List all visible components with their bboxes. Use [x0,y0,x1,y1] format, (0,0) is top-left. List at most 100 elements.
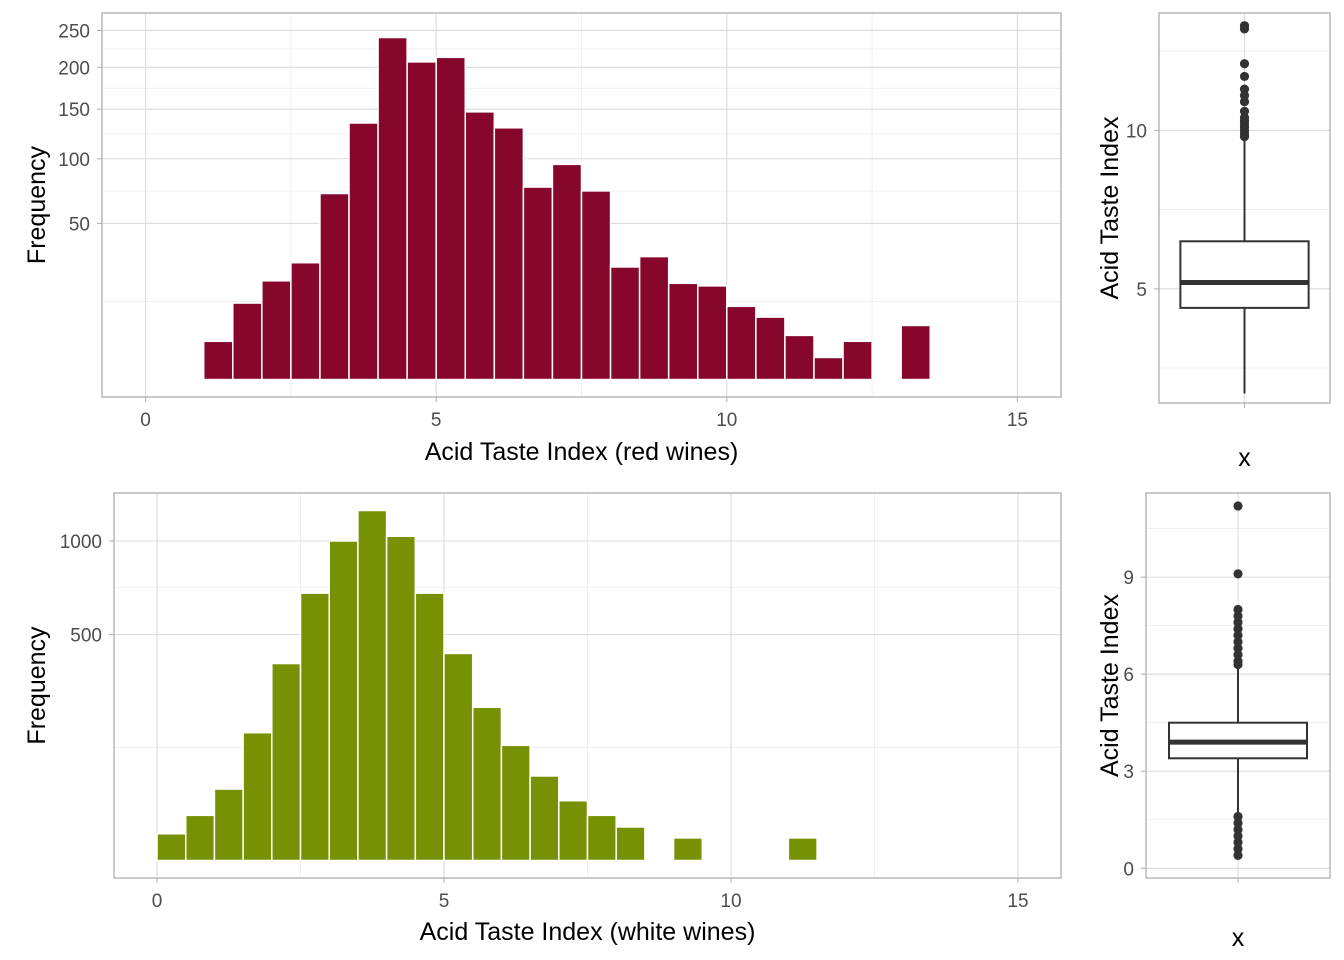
x-axis-title: x [1232,924,1245,952]
histogram-bar [271,662,302,862]
histogram-bar [696,285,728,381]
histogram-bar [435,56,467,381]
y-tick-label: 0 [1123,859,1134,880]
iqr-box [1179,240,1310,309]
y-tick-label: 9 [1123,568,1134,589]
histogram-bar [784,334,815,381]
outlier-point [1233,604,1243,615]
outlier-point [1239,84,1250,94]
histogram-bar [406,61,437,381]
histogram-bar [787,837,818,862]
outlier-point [1233,650,1243,660]
outlier-point [1233,624,1243,634]
histogram-bar [443,652,474,862]
histogram-bar [500,744,531,862]
y-axis-title: Acid Taste Index [1096,594,1124,777]
histogram-bar [667,282,699,381]
histogram-bar [615,826,646,862]
x-tick-label: 10 [720,891,741,912]
x-tick-label: 0 [140,410,151,431]
histogram-bar [232,302,263,381]
x-axis-title: Acid Taste Index (white wines) [420,918,756,946]
x-axis-title: x [1238,444,1251,472]
y-tick-label: 50 [69,214,90,235]
outlier-point [1233,501,1243,511]
x-tick-label: 15 [1007,891,1028,912]
x-tick-label: 0 [152,891,163,912]
outlier-point [1233,850,1243,860]
histogram-bar [202,340,234,381]
histogram-bar [261,280,292,381]
x-tick-label: 10 [716,410,737,431]
histogram-bar [464,111,496,381]
y-tick-label: 500 [70,626,102,647]
outlier-point [1239,59,1250,69]
histogram-bar [580,190,612,381]
histogram-bar [551,163,583,381]
histogram-bar [471,706,503,862]
outlier-point [1233,611,1243,621]
y-axis-title: Acid Taste Index [1096,116,1124,299]
y-tick-label: 3 [1123,762,1134,783]
x-tick-label: 5 [431,410,442,431]
outlier-point [1239,106,1250,116]
histogram-bar [213,788,244,862]
histogram-bar [385,535,417,862]
outlier-point [1233,818,1243,828]
outlier-point [1233,844,1243,854]
histogram-bar [842,340,873,381]
histogram-bar [156,833,187,862]
histogram-bar [348,122,379,381]
y-tick-label: 100 [58,150,90,171]
histogram-bar [522,186,554,381]
histogram-bar [558,799,589,862]
histogram-bar [414,592,445,862]
histogram-bar [290,261,321,381]
histogram-bar [184,814,216,862]
histogram-bar [586,814,617,862]
histogram-bar [813,356,844,381]
histogram-bar [609,266,641,381]
outlier-point [1233,831,1243,841]
x-tick-label: 15 [1007,410,1028,431]
outlier-point [1239,71,1250,82]
y-axis-title: Frequency [23,626,51,745]
outlier-point [1233,656,1243,666]
y-axis-title: Frequency [23,145,51,264]
outlier-point [1239,90,1250,101]
y-tick-label: 5 [1136,280,1147,301]
outlier-point [1233,617,1243,628]
outlier-point [1233,637,1243,647]
histogram-bar [242,731,273,862]
y-tick-label: 10 [1126,121,1147,142]
histogram-bar [672,837,704,862]
histogram-bar [529,775,560,862]
y-tick-label: 250 [58,21,90,42]
outlier-point [1239,97,1250,107]
panel-border [101,12,1062,398]
outlier-point [1233,837,1243,848]
histogram-bar [319,192,350,381]
histogram-bar [357,509,388,862]
y-tick-label: 6 [1123,665,1134,686]
histogram-bar [638,255,670,381]
histogram-bar [726,305,757,381]
y-tick-label: 150 [58,100,90,121]
y-tick-label: 1000 [60,532,102,553]
panel-border [113,492,1062,879]
x-axis-title: Acid Taste Index (red wines) [425,438,739,466]
y-tick-label: 200 [58,58,90,79]
outlier-point [1233,811,1243,822]
histogram-bar [377,36,408,381]
histogram-bar [328,540,359,862]
outlier-point [1233,824,1243,835]
outlier-point [1233,643,1243,653]
outlier-point [1239,113,1250,123]
histogram-bar [900,324,931,381]
x-tick-label: 5 [439,891,450,912]
histogram-bar [755,316,786,381]
outlier-point [1239,21,1250,31]
outlier-point [1233,630,1243,640]
histogram-bar [493,127,525,381]
